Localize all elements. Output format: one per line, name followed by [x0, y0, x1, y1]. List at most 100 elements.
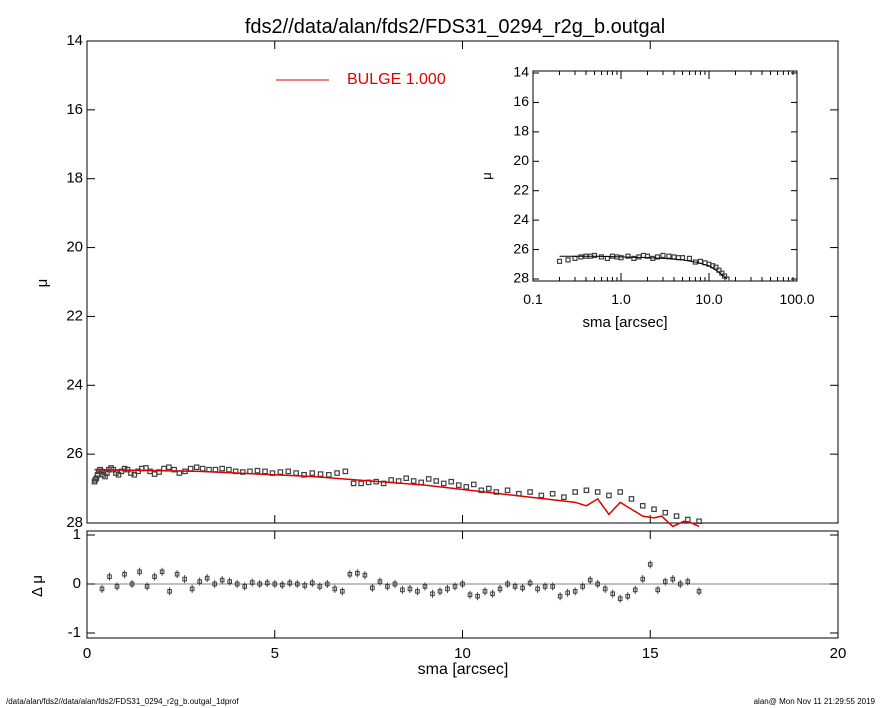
residual-point — [325, 581, 330, 587]
inset-data-point — [713, 264, 719, 270]
residual-point — [527, 580, 533, 586]
x-axis-label: sma [arcsec] — [418, 661, 509, 678]
residual-point — [332, 586, 338, 592]
data-point — [350, 480, 357, 487]
residual-point — [234, 581, 240, 587]
data-point — [187, 465, 194, 472]
residual-point — [99, 586, 105, 592]
y-tick-label: 14 — [66, 32, 83, 49]
residual-point — [137, 569, 142, 575]
x-tick-label: 10 — [454, 645, 471, 662]
data-point — [673, 513, 680, 519]
data-point — [171, 466, 177, 473]
data-point — [317, 471, 324, 477]
inset-data-point — [660, 252, 666, 259]
y-tick-label: 22 — [66, 307, 83, 324]
residual-point — [497, 586, 503, 592]
data-point — [277, 469, 284, 475]
residual-point — [249, 580, 255, 585]
inset-y-tick-label: 22 — [513, 181, 529, 197]
data-point — [561, 494, 567, 500]
data-point — [380, 480, 387, 487]
residual-point — [445, 586, 450, 592]
inset-data-point — [618, 255, 624, 261]
y-tick-label: 28 — [66, 514, 83, 531]
data-point — [115, 472, 122, 478]
inset-x-tick-label: 10.0 — [695, 291, 722, 307]
residual-point — [317, 584, 323, 589]
x-tick-label: 20 — [830, 645, 847, 662]
y-tick-label: 24 — [66, 376, 83, 393]
data-point — [301, 472, 307, 478]
residual-point — [550, 584, 555, 589]
residual-point — [512, 584, 518, 589]
data-point — [463, 484, 470, 490]
data-point — [617, 489, 624, 495]
data-point — [199, 465, 206, 472]
residual-point — [587, 577, 593, 583]
inset-y-tick-label: 26 — [513, 240, 529, 256]
data-point — [193, 464, 200, 471]
residual-point — [430, 591, 435, 597]
residual-point — [475, 593, 480, 599]
inset-x-tick-label: 0.1 — [523, 291, 543, 307]
residual-y-tick-label: -1 — [68, 624, 81, 641]
data-point — [212, 466, 219, 473]
data-point — [285, 468, 292, 475]
residual-point — [422, 584, 428, 589]
data-point — [151, 471, 158, 477]
residual-point — [159, 569, 165, 575]
data-point — [309, 470, 316, 476]
data-point — [410, 478, 417, 484]
residual-point — [565, 590, 570, 596]
x-tick-label: 15 — [642, 645, 659, 662]
data-point — [403, 475, 409, 482]
residual-point — [647, 562, 653, 567]
inset-x-tick-label: 100.0 — [779, 291, 814, 307]
residual-point — [520, 585, 525, 591]
residual-point — [685, 579, 691, 584]
footer-file-path: /data/alan/fds2//data/alan/fds2/FDS31_02… — [6, 697, 239, 706]
residual-point — [189, 586, 195, 592]
data-point — [219, 465, 225, 472]
residual-point — [535, 586, 540, 592]
y-tick-label: 18 — [66, 170, 83, 187]
residual-point — [632, 587, 638, 593]
residual-point — [490, 591, 495, 597]
residual-point — [129, 581, 135, 587]
inset-data-point — [686, 255, 693, 261]
data-point — [662, 509, 669, 516]
residual-point — [370, 585, 375, 591]
chart-title: fds2//data/alan/fds2/FDS31_0294_r2g_b.ou… — [245, 16, 665, 38]
residual-point — [617, 596, 623, 602]
data-point — [293, 470, 299, 476]
data-point — [448, 478, 455, 485]
residual-point — [114, 584, 120, 589]
residual-point — [460, 581, 465, 587]
inset-data-point — [625, 253, 631, 259]
inset-plot-frame — [532, 70, 798, 282]
data-point — [440, 480, 447, 487]
data-point — [93, 475, 100, 482]
residual-point — [662, 579, 668, 584]
residual-point — [415, 589, 420, 594]
residual-point — [227, 579, 232, 584]
data-point — [470, 481, 477, 488]
data-point — [131, 472, 138, 478]
residual-point — [197, 579, 202, 584]
residual-point — [610, 591, 616, 597]
residual-point — [144, 584, 150, 589]
residual-point — [542, 584, 548, 589]
data-point — [485, 485, 492, 492]
inset-data-point — [591, 252, 598, 259]
residual-point — [482, 589, 488, 594]
residual-point — [595, 581, 600, 587]
residual-point — [167, 589, 172, 594]
data-point — [478, 487, 485, 494]
inset-plot: μ sma [arcsec] 14 16 18 20 22 24 26 28 0.1 1.0 10.… — [479, 64, 815, 331]
y-tick-label: 20 — [66, 239, 83, 256]
residual-point — [204, 575, 210, 581]
residual-point — [122, 571, 127, 577]
